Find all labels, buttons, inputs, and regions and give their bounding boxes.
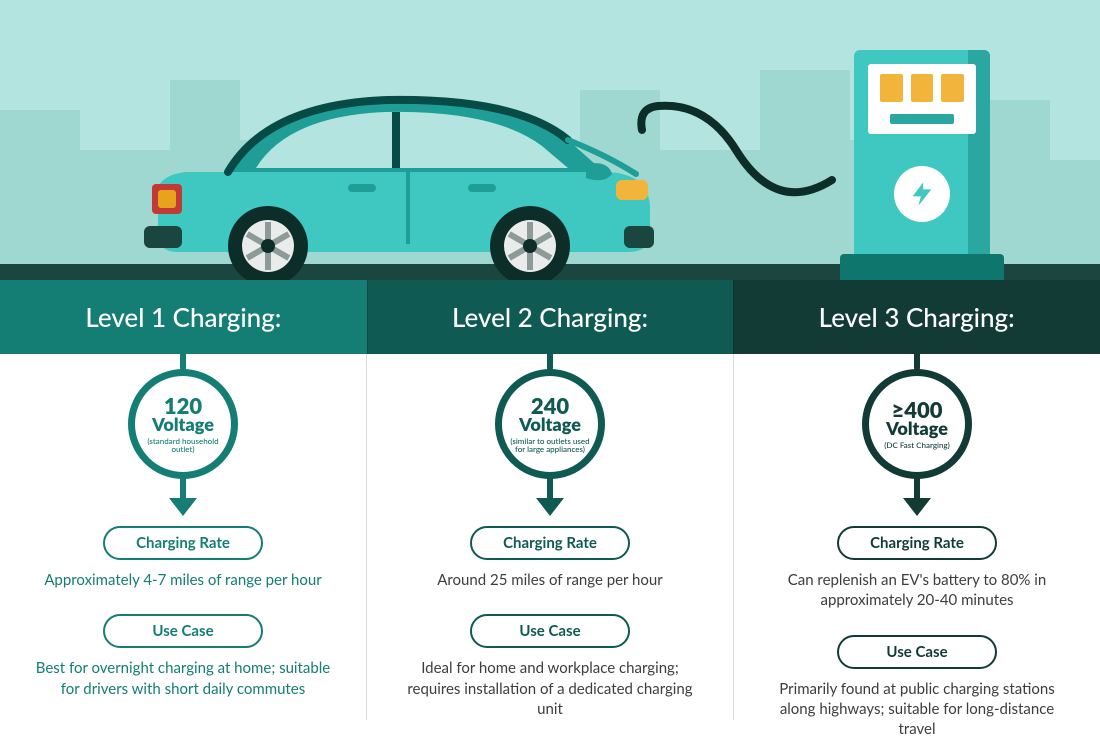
usecase-text: Best for overnight charging at home; sui…	[34, 658, 332, 699]
column-level3: ≥400 Voltage (DC Fast Charging) Charging…	[733, 354, 1100, 720]
arrow-down-icon	[169, 498, 197, 516]
voltage-unit: Voltage	[886, 419, 948, 438]
voltage-note: (standard household outlet)	[142, 437, 224, 454]
rate-text: Around 25 miles of range per hour	[401, 570, 699, 590]
usecase-text: Ideal for home and workplace charging; r…	[401, 658, 699, 719]
ev-charger	[834, 50, 1010, 280]
usecase-pill: Use Case	[103, 614, 263, 648]
levels-columns: 120 Voltage (standard household outlet) …	[0, 354, 1100, 720]
voltage-badge: ≥400 Voltage (DC Fast Charging)	[862, 369, 972, 479]
voltage-unit: Voltage	[519, 415, 581, 434]
header-level1: Level 1 Charging:	[0, 280, 367, 354]
voltage-note: (similar to outlets used for large appli…	[509, 437, 591, 454]
usecase-text: Primarily found at public charging stati…	[768, 679, 1066, 739]
hero-illustration	[0, 0, 1100, 280]
ev-car	[138, 76, 658, 280]
voltage-badge: 120 Voltage (standard household outlet)	[128, 369, 238, 479]
rate-pill: Charging Rate	[103, 526, 263, 560]
usecase-pill: Use Case	[470, 614, 630, 648]
header-level3: Level 3 Charging:	[733, 280, 1100, 354]
arrow-down-icon	[903, 498, 931, 516]
arrow-down-icon	[536, 498, 564, 516]
rate-text: Approximately 4-7 miles of range per hou…	[34, 570, 332, 590]
column-level1: 120 Voltage (standard household outlet) …	[0, 354, 366, 720]
rate-pill: Charging Rate	[837, 526, 997, 560]
column-level2: 240 Voltage (similar to outlets used for…	[366, 354, 733, 720]
usecase-pill: Use Case	[837, 635, 997, 669]
voltage-unit: Voltage	[152, 415, 214, 434]
voltage-badge: 240 Voltage (similar to outlets used for…	[495, 369, 605, 479]
levels-header: Level 1 Charging: Level 2 Charging: Leve…	[0, 280, 1100, 354]
rate-text: Can replenish an EV's battery to 80% in …	[768, 570, 1066, 611]
bolt-icon	[894, 166, 950, 222]
rate-pill: Charging Rate	[470, 526, 630, 560]
voltage-note: (DC Fast Charging)	[884, 441, 950, 449]
header-level2: Level 2 Charging:	[367, 280, 734, 354]
